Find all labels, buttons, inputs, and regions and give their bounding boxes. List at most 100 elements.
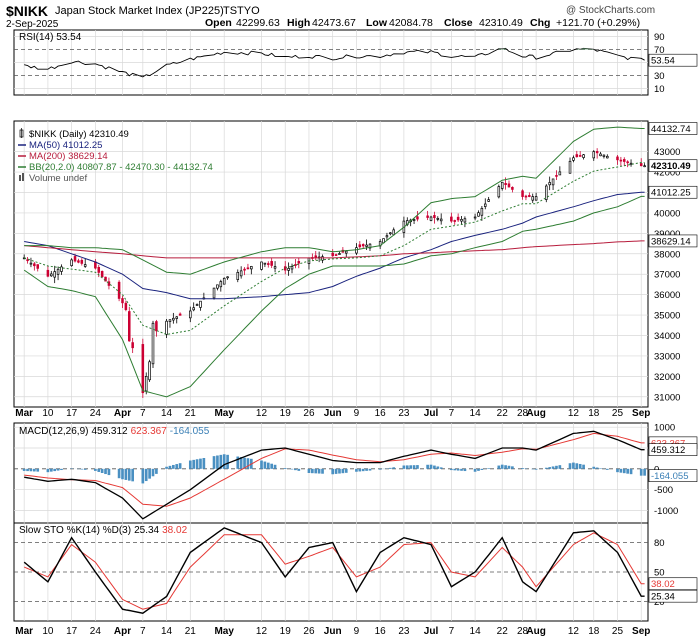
macd-histogram-bar	[26, 468, 29, 472]
candle-body	[178, 313, 182, 316]
candle-body	[368, 243, 372, 249]
value-tag-text: 53.54	[651, 56, 675, 67]
x-tick-label: 19	[280, 626, 292, 637]
macd-histogram-bar	[578, 463, 582, 469]
y-tick-label: 40000	[654, 208, 680, 219]
x-tick-label: 23	[398, 626, 410, 637]
macd-histogram-bar	[616, 468, 619, 473]
macd-histogram-bar	[500, 464, 504, 469]
y-tick-label: 38000	[654, 249, 680, 260]
macd-histogram-bar	[294, 468, 297, 471]
candle-body	[463, 218, 467, 223]
macd-histogram-bar	[338, 468, 341, 474]
x-tick-label: 24	[90, 408, 102, 419]
candle-body	[60, 266, 63, 272]
macd-histogram-bar	[219, 454, 223, 469]
candle-body	[558, 171, 562, 176]
candle-body	[622, 159, 626, 162]
candle-body	[131, 342, 134, 349]
macd-histogram-bar	[511, 466, 514, 469]
x-tick-label: 7	[140, 626, 146, 637]
candle-body	[46, 269, 50, 277]
value-tag	[648, 469, 698, 482]
macd-histogram-bar	[341, 468, 345, 474]
x-tick-label: 18	[588, 626, 600, 637]
value-tag	[648, 234, 698, 248]
candle-body	[260, 261, 263, 270]
macd-histogram-bar	[266, 462, 270, 469]
y-tick-label: 80	[654, 538, 665, 549]
macd-histogram-bar	[334, 468, 338, 474]
y-tick-label: 10	[654, 84, 665, 95]
candle-body	[195, 304, 199, 306]
macd-histogram-bar	[168, 465, 172, 469]
macd-histogram-bar	[239, 457, 243, 469]
sto-label: Slow STO %K(14) %D(3) 25.34 38.02	[19, 525, 188, 536]
candle-body	[555, 175, 558, 177]
macd-histogram-bar	[46, 468, 50, 473]
candle-body	[629, 162, 633, 165]
macd-histogram-bar	[643, 468, 646, 476]
x-tick-label: 25	[612, 626, 624, 637]
candle-body	[107, 281, 111, 286]
candle-body	[528, 195, 531, 197]
macd-histogram-bar	[378, 468, 382, 470]
bb-upper-line	[24, 126, 645, 275]
macd-label: MACD(12,26,9) 459.312 623.367 -164.055	[19, 426, 210, 437]
macd-histogram-bar	[53, 468, 57, 472]
axis-layer: Mar Mar 10 10 17 17 24 24 Apr Apr 7 7 14 14 21 21 May May…	[15, 32, 680, 637]
macd-histogram-bar	[344, 468, 348, 473]
macd-histogram-bar	[619, 468, 623, 473]
macd-histogram-bar	[388, 467, 392, 469]
x-tick-label: 10	[42, 408, 54, 419]
candle-body	[141, 344, 145, 394]
value-tag	[648, 159, 698, 173]
bb-lower-line	[23, 195, 645, 398]
candle-body	[246, 267, 250, 270]
candle-body	[616, 156, 619, 161]
macd-histogram-bar	[307, 468, 311, 473]
macd-histogram-bar	[358, 468, 362, 472]
rsi-overbought-fill	[576, 48, 581, 50]
candle-body	[144, 376, 148, 392]
candle-body	[219, 281, 223, 288]
candle-body	[483, 203, 487, 207]
candle-body	[56, 268, 60, 275]
value-tag-text: 38629.14	[651, 236, 691, 247]
candle-body	[344, 250, 348, 254]
macd-histogram-bar	[311, 468, 314, 474]
candle-body	[643, 165, 646, 168]
candle-body	[297, 261, 301, 264]
macd-histogram-bar	[104, 468, 107, 475]
macd-label-prefix: MACD(12,26,9)	[19, 426, 88, 437]
exchange: TSTYO	[223, 5, 260, 17]
x-tick-label: Sep	[632, 626, 650, 637]
legend-entry: Volume undef	[29, 173, 87, 184]
x-tick-label: May	[214, 626, 234, 637]
candle-body	[151, 322, 155, 365]
value-tag	[648, 53, 698, 67]
macd-histogram-bar	[368, 468, 372, 471]
sto-label-prefix: Slow STO %K(14) %D(3)	[19, 525, 131, 536]
candle-body	[361, 244, 365, 247]
candle-body	[524, 195, 528, 198]
candle-body	[507, 183, 511, 188]
value-tag-text: 41012.25	[651, 188, 691, 199]
candle-body	[155, 321, 158, 332]
macd-line	[24, 430, 645, 520]
candle-body	[439, 218, 443, 222]
macd-histogram-bar	[416, 465, 419, 469]
ohlc-summary: Open 42299.63 High 42473.67 Low 42084.78…	[205, 17, 640, 29]
legend-entry: MA(200) 38629.14	[29, 151, 108, 162]
low-label: Low	[366, 17, 388, 29]
macd-histogram-bar	[283, 468, 287, 469]
candle-body	[53, 271, 56, 278]
macd-histogram-bar	[595, 467, 599, 469]
x-tick-label: 28	[517, 408, 529, 419]
candle-body	[29, 262, 33, 265]
y-tick-label: 90	[654, 32, 665, 43]
macd-histogram-bar	[121, 468, 124, 480]
x-tick-label: Jun	[324, 626, 342, 637]
